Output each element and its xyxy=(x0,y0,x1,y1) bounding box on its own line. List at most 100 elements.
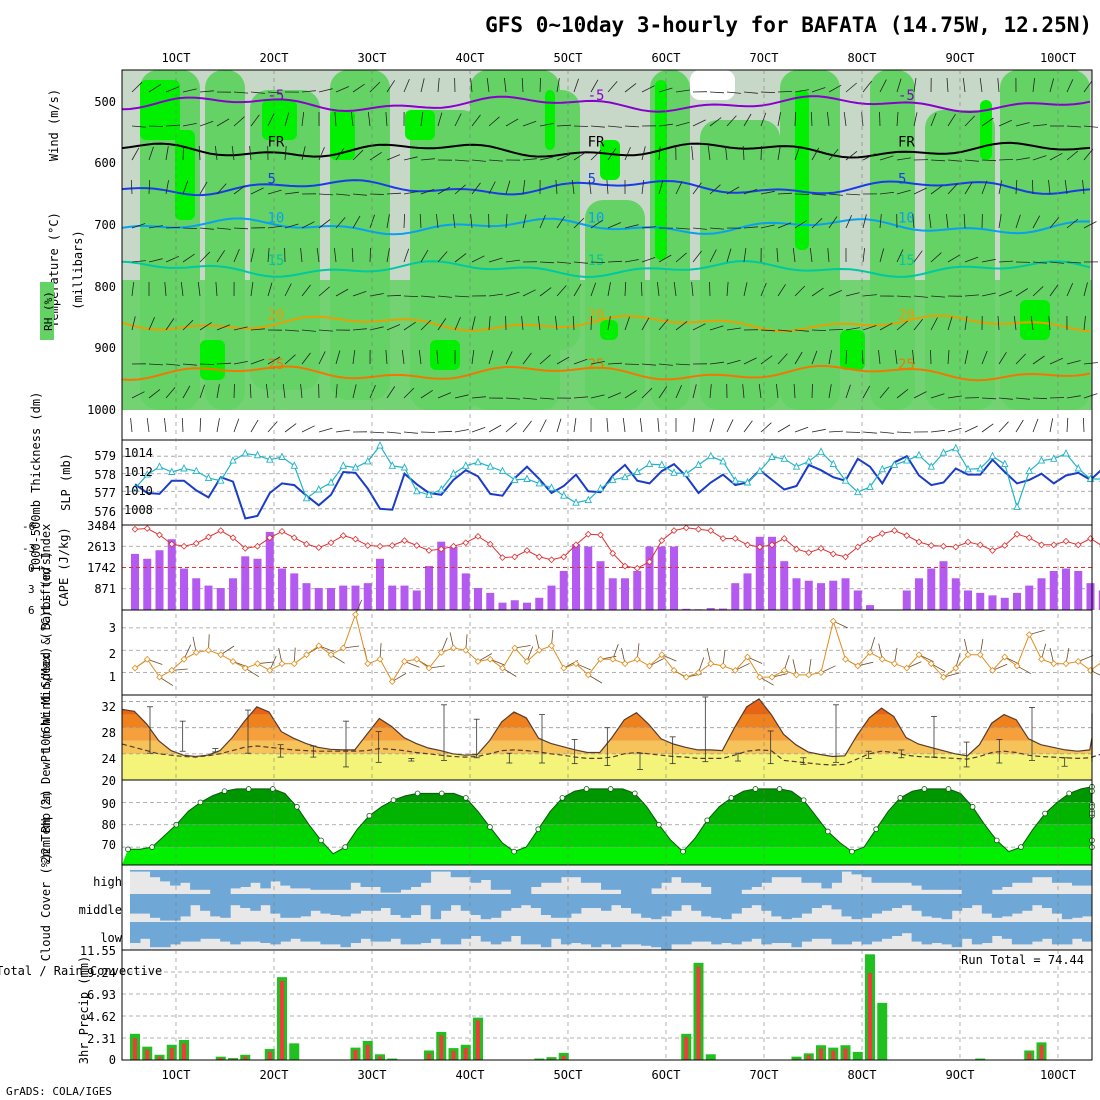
cloud-low-bar-10 xyxy=(230,922,241,945)
wind10m-point-59 xyxy=(854,662,862,670)
wind-barb-540 xyxy=(964,115,975,127)
cloud-high-bar-14 xyxy=(270,866,281,882)
cloud-high-bar-4 xyxy=(170,866,181,886)
wind-barb-289 xyxy=(571,180,575,195)
wind-barb-165 xyxy=(386,80,396,93)
wind-barb-472 xyxy=(845,431,861,433)
cape-bar-25 xyxy=(437,541,446,610)
wind-barb-531 xyxy=(947,183,958,195)
li-point-15 xyxy=(315,544,323,552)
wind-barb-250 xyxy=(505,351,513,365)
wind-barb-481 xyxy=(861,349,864,365)
wind-barb-93 xyxy=(267,247,270,263)
cloud-high-bar-77 xyxy=(901,866,913,883)
wind-barb-148 xyxy=(351,247,354,263)
cloud-high-bar-9 xyxy=(220,866,231,894)
cloud-middle-bar-41 xyxy=(540,894,552,915)
cloud-low-bar-48 xyxy=(611,922,622,948)
wind-barb-49 xyxy=(199,251,211,263)
wind-barb-212 xyxy=(454,184,466,195)
wind-barb-575 xyxy=(1015,179,1018,195)
li-point-43 xyxy=(658,537,666,544)
thickness-point-41 xyxy=(633,467,642,475)
cape-bar-16 xyxy=(327,588,335,610)
wind-barb-21 xyxy=(146,418,150,433)
wind-barb-179 xyxy=(403,191,418,195)
wind10m-point-53 xyxy=(780,667,788,674)
li-point-24 xyxy=(425,547,433,554)
wind-barb-100 xyxy=(284,112,290,127)
cloud-middle-bar-5 xyxy=(180,894,191,917)
slp-tick-1014: 1014 xyxy=(124,446,153,460)
cloud-middle-bar-6 xyxy=(190,894,201,906)
cloud-high-bar-21 xyxy=(340,866,351,890)
wind-barb-245 xyxy=(505,180,511,195)
rh-point-62 xyxy=(873,826,879,833)
wind-barb-115 xyxy=(300,248,303,263)
cape-bar-59 xyxy=(853,590,862,610)
bottom-tick-10oct: 10OCT xyxy=(1040,1068,1076,1082)
cape-li-panel: -6 -3 0 3 6 3484 2613 1742 871 Lifted In… xyxy=(22,519,1100,617)
thickness-point-55 xyxy=(805,456,813,465)
wind-barb-421 xyxy=(777,192,793,195)
cloud-low-bar-87 xyxy=(1001,922,1013,939)
cloud-middle-bar-1 xyxy=(140,894,151,914)
cape-tick-2613: 2613 xyxy=(87,540,116,554)
wind-barb-414 xyxy=(760,329,776,332)
wind-barb-314 xyxy=(607,282,611,297)
wind10m-point-34 xyxy=(548,642,555,650)
precip-conv-bar-25 xyxy=(439,1035,444,1060)
cloud-low-bar-25 xyxy=(380,922,391,942)
isotherm-label--5-0: -5 xyxy=(268,88,285,104)
thickness-point-67 xyxy=(952,443,960,452)
wind-barb-10 xyxy=(130,418,133,433)
thickness-point-26 xyxy=(449,469,458,477)
cloud-low-bar-11 xyxy=(240,922,251,942)
wind-barb-238 xyxy=(488,316,491,331)
wind-barb-5 xyxy=(131,260,146,263)
thickness-point-12 xyxy=(278,452,286,460)
cloud-high-bar-3 xyxy=(160,866,171,882)
temp-tick-20: 20 xyxy=(102,774,116,788)
wind-barb-145 xyxy=(352,149,364,161)
wind10m-point-22 xyxy=(401,658,408,665)
cloud-middle-bar-68 xyxy=(811,894,822,908)
rh-point-0 xyxy=(125,846,131,853)
wind-barb-131 xyxy=(318,427,333,433)
precip-total-bar-47 xyxy=(705,1054,716,1060)
cloud-low-bar-43 xyxy=(560,922,572,945)
wind10m-point-54 xyxy=(793,671,800,679)
cloud-low-bar-80 xyxy=(931,922,943,943)
precip-total-bar-54 xyxy=(791,1056,802,1060)
cape-bar-27 xyxy=(461,573,470,610)
cape-bar-22 xyxy=(400,585,409,610)
wind-barb-500 xyxy=(896,249,904,263)
isotherm-label-5-1: 5 xyxy=(588,171,596,187)
wind10m-point-31 xyxy=(511,644,519,652)
cape-bar-23 xyxy=(412,590,421,610)
wind-barb-37 xyxy=(182,227,198,229)
li-point-32 xyxy=(523,547,531,554)
cloud-low-bar-35 xyxy=(480,922,492,942)
cloud-high-bar-16 xyxy=(290,866,301,889)
wind-barb-333 xyxy=(641,180,645,195)
cloud-low-bar-36 xyxy=(490,922,502,945)
wind-barb-593 xyxy=(1032,418,1039,433)
thickness-point-77 xyxy=(1074,463,1083,472)
wind-barb-357 xyxy=(675,252,687,263)
wind-barb-97 xyxy=(266,384,269,399)
cloud-middle-bar-85 xyxy=(981,894,993,914)
wind10m-barb-42 xyxy=(649,658,664,667)
wind-barb-46 xyxy=(198,145,201,161)
cloud-high-bar-29 xyxy=(420,866,432,883)
wind-barb-311 xyxy=(606,179,609,195)
wind-barb-290 xyxy=(573,217,585,229)
wind-barb-192 xyxy=(420,249,429,263)
rh-point-18 xyxy=(342,844,348,850)
precip-conv-bar-4 xyxy=(182,1043,186,1060)
wind-barb-299 xyxy=(590,149,602,161)
thickness-point-0 xyxy=(131,484,139,492)
top-tick-3oct: 3OCT xyxy=(358,51,387,65)
thickness-slp-plot xyxy=(131,441,1100,520)
